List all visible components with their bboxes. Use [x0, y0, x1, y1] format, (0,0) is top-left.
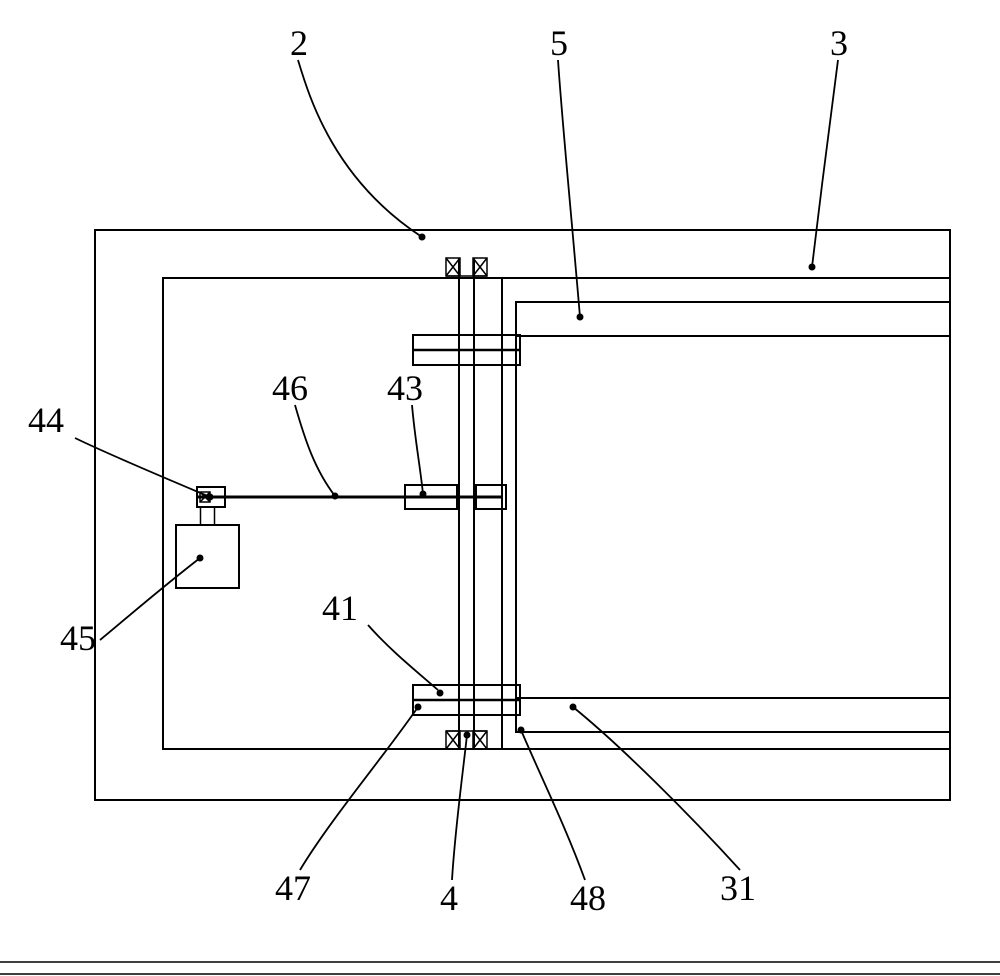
label-2: 2: [290, 23, 308, 63]
label-41: 41: [322, 588, 358, 628]
technical-diagram: 2 5 3 46 43 44 45 41 47 4 48 31: [0, 0, 1000, 976]
label-44: 44: [28, 400, 64, 440]
label-3: 3: [830, 23, 848, 63]
label-48: 48: [570, 878, 606, 918]
label-46: 46: [272, 368, 308, 408]
label-43: 43: [387, 368, 423, 408]
label-45: 45: [60, 618, 96, 658]
label-4: 4: [440, 878, 458, 918]
label-5: 5: [550, 23, 568, 63]
label-47: 47: [275, 868, 311, 908]
label-31: 31: [720, 868, 756, 908]
